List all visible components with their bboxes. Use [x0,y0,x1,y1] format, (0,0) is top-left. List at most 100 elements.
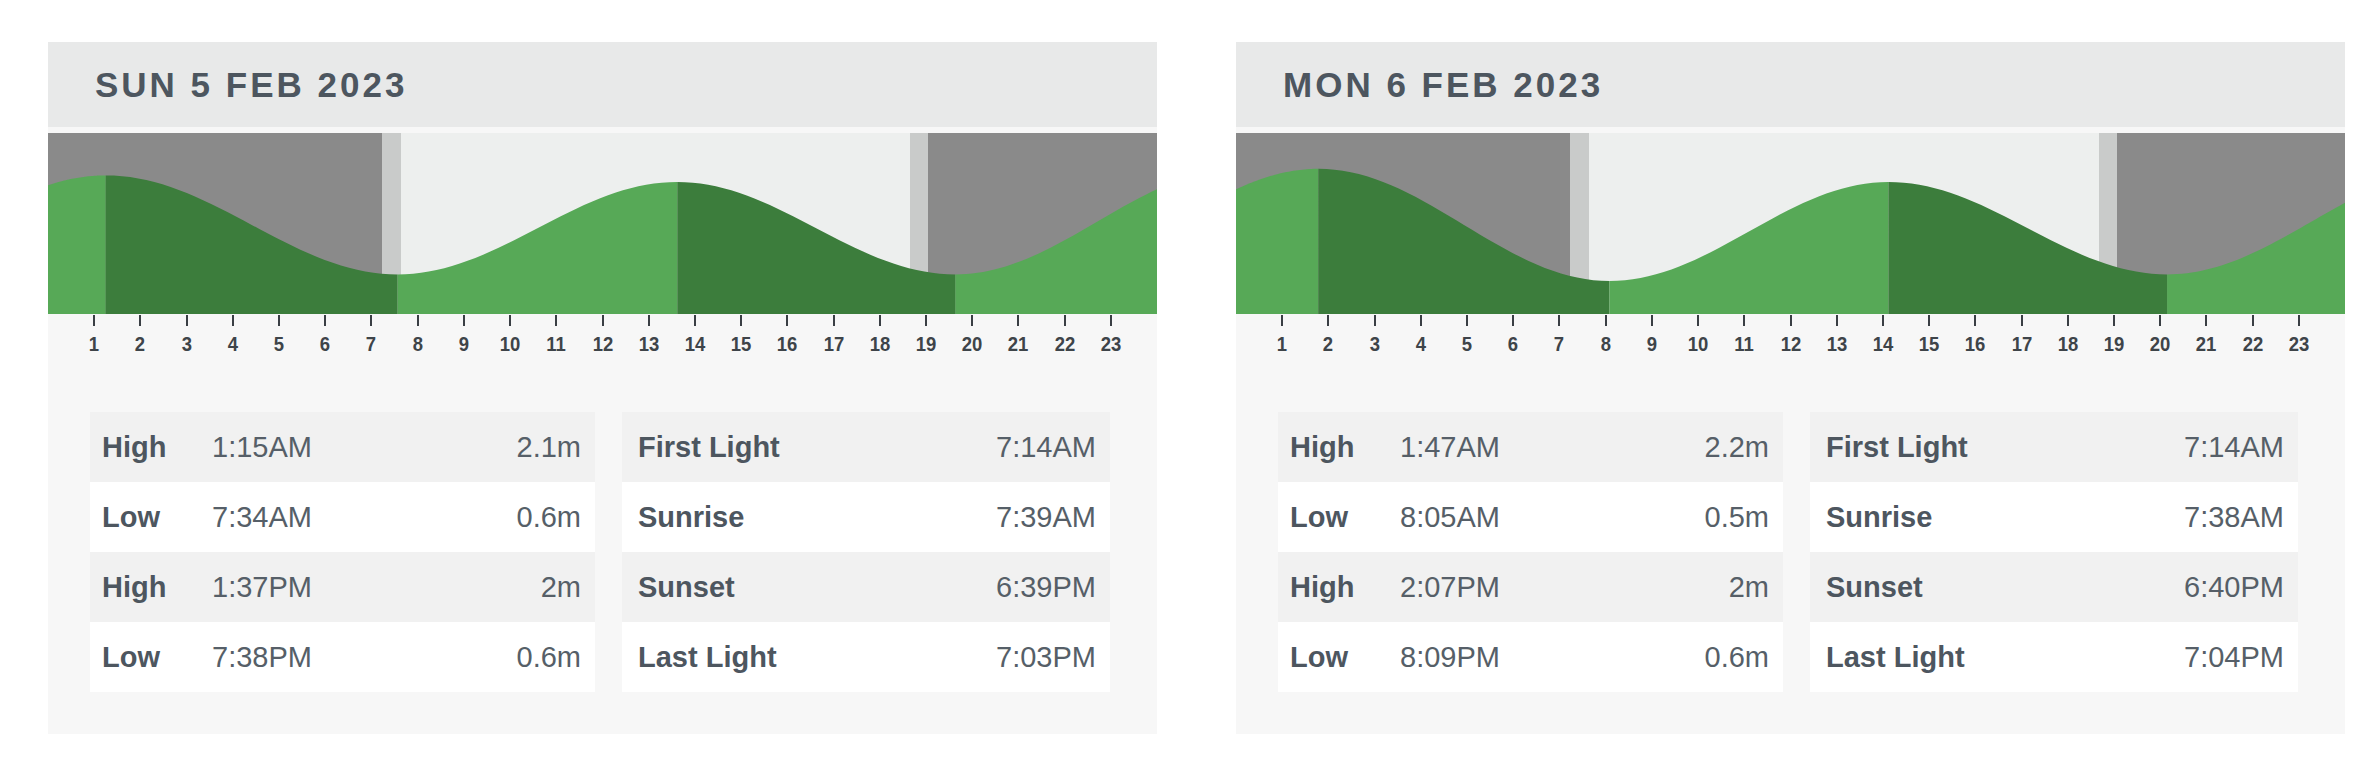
hour-tick-label: 13 [1826,332,1847,356]
sun-event-label: Sunrise [634,501,996,534]
hour-tick [2298,315,2300,326]
hour-tick [2113,315,2115,326]
hour-tick-label: 18 [2057,332,2078,356]
sun-row-last-light: Last Light7:04PM [1810,622,2298,692]
hour-tick-label: 23 [2289,332,2310,356]
hour-tick [602,315,604,326]
hour-tick [1882,315,1884,326]
tide-type-label: High [102,431,212,464]
sun-event-label: Last Light [1822,641,2184,674]
tide-time: 1:47AM [1400,431,1705,464]
hour-tick-label: 15 [1919,332,1940,356]
tide-time: 2:07PM [1400,571,1729,604]
hour-tick-label: 8 [413,332,423,356]
hour-tick-label: 3 [1369,332,1379,356]
sun-table: First Light7:14AMSunrise7:39AMSunset6:39… [622,412,1110,692]
hour-tick-label: 4 [1416,332,1426,356]
tide-rising-segment [48,175,106,314]
hour-tick-label: 7 [1554,332,1564,356]
hour-tick-label: 17 [823,332,844,356]
tide-type-label: Low [102,641,212,674]
sun-row-first-light: First Light7:14AM [622,412,1110,482]
tide-height: 2.2m [1705,431,1769,464]
tide-height: 2.1m [517,431,581,464]
sun-row-sunrise: Sunrise7:38AM [1810,482,2298,552]
hour-tick-label: 21 [2196,332,2217,356]
tide-type-label: Low [102,501,212,534]
tide-rising-segment [1236,169,1318,314]
sun-event-time: 7:14AM [2184,431,2284,464]
hour-tick-label: 16 [1965,332,1986,356]
hour-tick-label: 8 [1601,332,1611,356]
tide-card-sun-5-feb: SUN 5 FEB 2023 1234567891011121314151617… [48,42,1157,734]
tide-time: 1:37PM [212,571,541,604]
hour-tick-label: 3 [181,332,191,356]
sun-event-time: 7:38AM [2184,501,2284,534]
tide-row-low: Low8:09PM0.6m [1278,622,1783,692]
hour-tick-label: 5 [1462,332,1472,356]
hour-tick [324,315,326,326]
hour-tick [648,315,650,326]
hour-tick [1651,315,1653,326]
hour-tick [186,315,188,326]
sun-event-label: Sunset [634,571,996,604]
sun-row-sunrise: Sunrise7:39AM [622,482,1110,552]
hour-tick-label: 13 [638,332,659,356]
hour-tick-label: 6 [320,332,330,356]
card-title: SUN 5 FEB 2023 [95,65,407,105]
hour-tick [2205,315,2207,326]
tide-height: 2m [1729,571,1769,604]
sun-event-time: 6:40PM [2184,571,2284,604]
hour-tick [1558,315,1560,326]
hour-tick-label: 23 [1101,332,1122,356]
sun-event-label: First Light [1822,431,2184,464]
hour-tick-label: 9 [459,332,469,356]
hour-tick-label: 15 [731,332,752,356]
tide-row-low: Low7:38PM0.6m [90,622,595,692]
hour-tick [1110,315,1112,326]
hour-tick-label: 2 [1323,332,1333,356]
hour-tick [1327,315,1329,326]
hour-tick [833,315,835,326]
hour-tick [1743,315,1745,326]
sun-row-first-light: First Light7:14AM [1810,412,2298,482]
tide-row-high: High1:47AM2.2m [1278,412,1783,482]
hour-tick-label: 18 [869,332,890,356]
hour-tick [93,315,95,326]
sun-event-label: Sunset [1822,571,2184,604]
tide-card-mon-6-feb: MON 6 FEB 2023 1234567891011121314151617… [1236,42,2345,734]
hour-tick-label: 1 [1277,332,1287,356]
hour-tick [370,315,372,326]
hour-tick [740,315,742,326]
tide-time: 7:38PM [212,641,517,674]
hour-tick [1697,315,1699,326]
tide-row-low: Low8:05AM0.5m [1278,482,1783,552]
tide-time: 8:05AM [1400,501,1705,534]
hour-tick [509,315,511,326]
sun-row-sunset: Sunset6:39PM [622,552,1110,622]
hour-tick-label: 20 [2150,332,2171,356]
tide-chart [48,133,1157,314]
tide-type-label: Low [1290,641,1400,674]
hour-tick-label: 22 [2242,332,2263,356]
hour-tick-label: 5 [274,332,284,356]
hour-tick [2252,315,2254,326]
hour-axis: 1234567891011121314151617181920212223 [48,314,1157,368]
hour-tick-label: 4 [228,332,238,356]
hour-tick [1605,315,1607,326]
sun-event-label: First Light [634,431,996,464]
tide-height: 0.6m [1705,641,1769,674]
hour-tick [1064,315,1066,326]
hour-tick-label: 12 [592,332,613,356]
tide-row-high: High1:15AM2.1m [90,412,595,482]
sun-row-last-light: Last Light7:03PM [622,622,1110,692]
hour-tick-label: 9 [1647,332,1657,356]
tide-row-high: High1:37PM2m [90,552,595,622]
hour-tick [1836,315,1838,326]
card-tables: High1:47AM2.2mLow8:05AM0.5mHigh2:07PM2mL… [1236,412,2345,692]
sun-event-time: 7:39AM [996,501,1096,534]
hour-tick [2067,315,2069,326]
hour-tick-label: 17 [2011,332,2032,356]
hour-axis: 1234567891011121314151617181920212223 [1236,314,2345,368]
hour-tick-label: 1 [89,332,99,356]
